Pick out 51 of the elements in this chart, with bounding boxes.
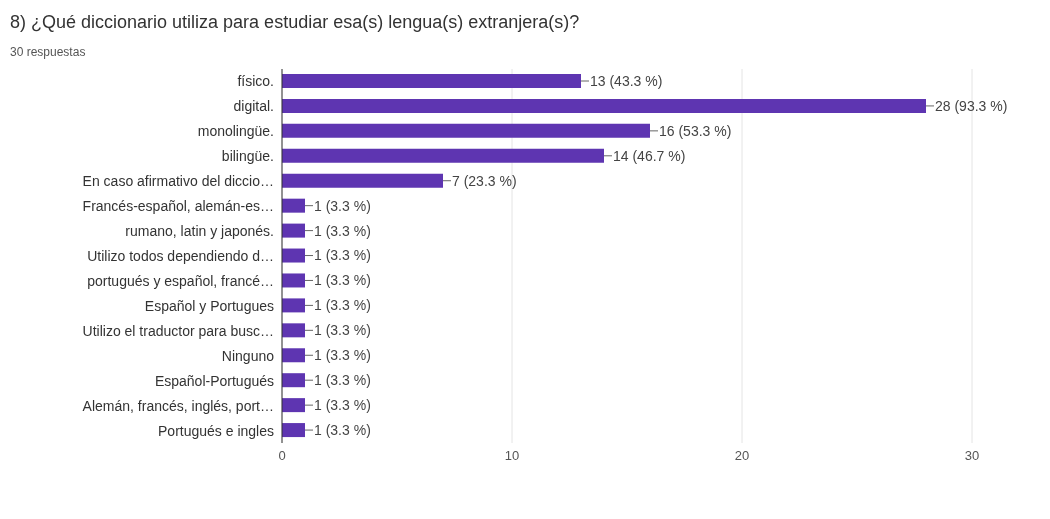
text: 30 respuestas	[10, 45, 87, 59]
data-label: 28 (93.3 %)	[935, 97, 1008, 114]
chart-title: 8) ¿Qué diccionario utiliza para estudiar esa(s) lengua(s) extranjera(s)?	[10, 12, 581, 33]
x-tick-label: 10	[504, 448, 520, 464]
y-tick-label: rumano, latin y japonés.	[125, 223, 274, 240]
y-tick-label: Ninguno	[221, 347, 275, 364]
y-tick-label: En caso afirmativo del diccio…	[82, 173, 274, 190]
data-label: 1 (3.3 %)	[314, 372, 371, 389]
bar	[282, 323, 305, 338]
y-tick-label: Utilizo todos dependiendo d…	[87, 247, 274, 264]
bar	[282, 98, 926, 113]
bar	[282, 74, 581, 88]
y-tick-label: monolingüe.	[197, 123, 274, 140]
data-label: 13 (43.3 %)	[590, 72, 663, 89]
y-tick-label: bilingüe.	[221, 148, 274, 165]
y-tick-label: Utilizo el traductor para busc…	[82, 322, 274, 339]
bar	[282, 123, 650, 138]
bar	[282, 148, 604, 163]
data-label: 7 (23.3 %)	[452, 172, 517, 189]
bar	[282, 248, 305, 263]
y-tick-label: Portugués e ingles	[158, 422, 274, 439]
bar	[282, 348, 305, 363]
bar	[282, 373, 305, 388]
bar	[282, 223, 305, 238]
y-tick-label: Español-Portugués	[154, 372, 274, 389]
data-label: 1 (3.3 %)	[314, 272, 371, 289]
y-tick-label: Alemán, francés, inglés, port…	[82, 397, 274, 414]
data-label: 1 (3.3 %)	[314, 247, 371, 264]
data-label: 1 (3.3 %)	[314, 222, 371, 239]
x-tick-label: 0	[278, 448, 286, 464]
y-tick-label: Francés-español, alemán-es…	[82, 198, 274, 215]
x-tick-label: 30	[964, 448, 980, 464]
bar	[282, 398, 305, 413]
data-label: 1 (3.3 %)	[314, 397, 371, 414]
y-tick-label: digital.	[233, 98, 274, 115]
data-label: 1 (3.3 %)	[314, 297, 371, 314]
y-tick-label: físico.	[237, 73, 274, 90]
bar	[282, 273, 305, 288]
x-tick-label: 20	[734, 448, 750, 464]
data-label: 1 (3.3 %)	[314, 347, 371, 364]
data-label: 1 (3.3 %)	[314, 322, 371, 339]
bar	[282, 173, 443, 188]
data-label: 1 (3.3 %)	[314, 197, 371, 214]
data-label: 16 (53.3 %)	[659, 122, 732, 139]
data-label: 14 (46.7 %)	[613, 147, 686, 164]
data-label: 1 (3.3 %)	[314, 421, 371, 438]
y-tick-label: Español y Portugues	[144, 297, 274, 314]
bar	[282, 423, 305, 438]
y-tick-label: portugués y español, francé…	[87, 272, 274, 289]
bar	[282, 298, 305, 313]
bar	[282, 198, 305, 213]
